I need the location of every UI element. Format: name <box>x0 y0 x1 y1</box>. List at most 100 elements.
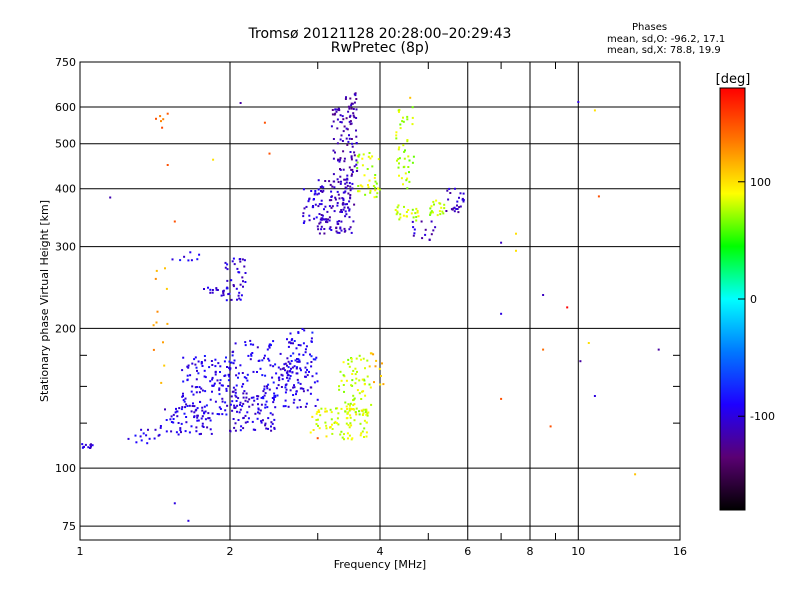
data-point <box>337 423 340 426</box>
data-point <box>193 405 196 408</box>
data-point <box>404 149 406 152</box>
data-point <box>430 233 433 236</box>
data-point <box>353 419 356 422</box>
data-point <box>407 166 410 168</box>
data-point <box>446 189 449 192</box>
data-point <box>195 366 198 369</box>
data-point <box>190 390 193 393</box>
data-point <box>441 210 444 213</box>
data-point <box>244 414 247 417</box>
data-point <box>405 211 408 213</box>
data-point <box>236 404 239 407</box>
data-point <box>398 174 400 177</box>
data-point <box>336 422 338 425</box>
data-point <box>244 399 247 402</box>
data-point <box>318 222 321 225</box>
data-point <box>331 109 334 111</box>
data-point <box>278 376 281 379</box>
data-point <box>321 185 323 188</box>
data-point <box>349 120 352 123</box>
data-point <box>363 383 366 386</box>
data-point <box>224 401 227 404</box>
data-point <box>191 362 194 365</box>
data-point <box>226 404 229 407</box>
data-point <box>346 184 349 187</box>
data-point <box>398 108 401 111</box>
data-point <box>207 412 210 415</box>
data-point <box>445 210 448 212</box>
data-point <box>273 426 276 429</box>
data-point <box>296 366 298 369</box>
data-point <box>251 420 254 423</box>
data-point <box>195 430 198 433</box>
data-point <box>358 354 361 357</box>
data-point <box>237 271 240 274</box>
data-point <box>334 198 337 201</box>
y-tick-label: 600 <box>55 101 76 114</box>
data-point <box>146 442 149 445</box>
data-point <box>420 220 423 223</box>
data-point <box>240 425 243 428</box>
data-point <box>399 216 402 219</box>
data-point <box>191 405 194 407</box>
data-point <box>263 394 266 397</box>
data-point <box>367 186 370 189</box>
data-point <box>289 354 292 357</box>
data-point <box>237 397 240 400</box>
data-point <box>212 158 215 161</box>
data-point <box>339 168 341 170</box>
data-point <box>209 288 212 291</box>
data-point <box>399 213 402 216</box>
data-point <box>287 345 290 348</box>
data-point <box>197 419 200 422</box>
data-point <box>424 228 427 231</box>
data-point <box>310 190 313 192</box>
data-point <box>369 157 372 160</box>
data-point <box>201 389 204 392</box>
data-point <box>243 265 246 268</box>
data-point <box>330 229 333 231</box>
data-point <box>303 329 306 332</box>
data-point <box>342 361 345 364</box>
data-point <box>323 232 326 235</box>
data-point <box>328 227 331 230</box>
data-point <box>227 385 230 388</box>
data-point <box>337 193 340 196</box>
data-point <box>247 417 250 420</box>
data-point <box>325 410 328 413</box>
data-point <box>332 157 335 160</box>
data-point <box>242 396 245 399</box>
data-point <box>209 380 212 383</box>
data-point <box>159 115 162 118</box>
data-point <box>284 399 287 402</box>
data-point <box>362 390 365 393</box>
data-point <box>218 387 221 390</box>
data-point <box>343 191 346 194</box>
data-point <box>349 97 352 100</box>
data-point <box>239 102 242 104</box>
data-point <box>218 406 221 409</box>
data-point <box>322 189 325 192</box>
data-point <box>369 189 372 192</box>
data-point <box>321 191 324 193</box>
data-point <box>404 172 407 175</box>
data-point <box>438 210 441 213</box>
data-point <box>311 375 314 378</box>
data-point <box>347 358 350 361</box>
data-point <box>318 213 321 215</box>
data-point <box>243 376 246 379</box>
data-point <box>344 98 347 100</box>
data-point <box>355 413 358 416</box>
data-point <box>399 127 402 130</box>
data-point <box>239 283 242 286</box>
data-point <box>355 108 358 111</box>
data-point <box>433 203 435 206</box>
data-point <box>272 397 275 399</box>
data-point <box>336 127 339 130</box>
data-point <box>260 396 263 399</box>
data-point <box>350 357 353 360</box>
data-point <box>373 176 376 179</box>
data-point <box>244 344 247 347</box>
data-point <box>364 411 367 414</box>
data-point <box>184 430 187 433</box>
